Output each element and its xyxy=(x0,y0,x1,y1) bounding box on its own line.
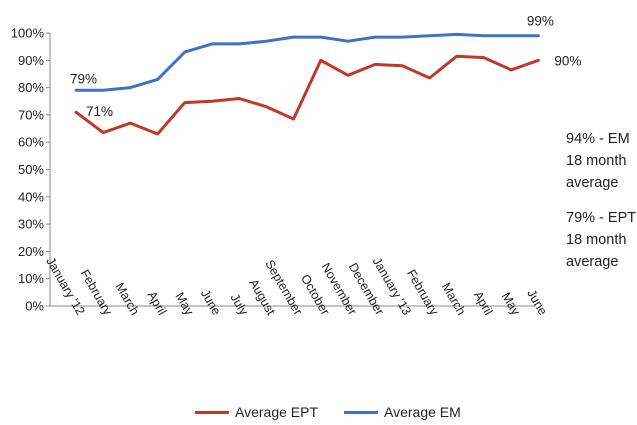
x-tick-label: May xyxy=(172,290,196,318)
y-tick-label: 50% xyxy=(18,162,44,177)
ept-average-note: 79% - EPT 18 month average xyxy=(566,210,637,270)
chart-legend: Average EPT Average EM xyxy=(195,404,461,420)
legend-swatch-em xyxy=(344,410,379,414)
y-tick-label: 20% xyxy=(18,244,44,259)
x-tick-label: June xyxy=(524,287,550,318)
legend-item-ept: Average EPT xyxy=(195,404,318,420)
x-tick-label: April xyxy=(471,289,496,318)
x-tick-label: July xyxy=(227,291,251,318)
y-tick-label: 90% xyxy=(18,53,44,68)
series-line-ept xyxy=(74,54,540,136)
x-tick-label: April xyxy=(144,289,169,318)
y-tick-label: 70% xyxy=(18,107,44,122)
y-tick-label: 30% xyxy=(18,217,44,232)
legend-label-ept: Average EPT xyxy=(235,404,319,420)
x-tick-label: June xyxy=(198,287,224,318)
data-labels: 79% 71% 99% 90% xyxy=(70,14,581,119)
data-label: 90% xyxy=(554,53,581,68)
series-line-em xyxy=(74,32,540,92)
y-tick-label: 10% xyxy=(18,271,44,286)
legend-swatch-ept xyxy=(195,410,229,414)
y-tick-label: 0% xyxy=(25,299,44,314)
y-tick-label: 40% xyxy=(18,189,44,204)
em-average-note: 94% - EM 18 month average xyxy=(566,131,630,191)
x-tick-label: March xyxy=(112,280,142,317)
data-label: 99% xyxy=(527,14,554,29)
legend-label-em: Average EM xyxy=(384,404,461,420)
x-tick-label: May xyxy=(499,290,523,318)
data-label: 79% xyxy=(70,71,97,86)
y-tick-label: 80% xyxy=(18,80,44,95)
x-tick-label: March xyxy=(439,280,469,317)
data-label: 71% xyxy=(86,104,113,119)
y-tick-label: 60% xyxy=(18,135,44,150)
y-axis-ticks: 0% 10% 20% 30% 40% 50% 60% 70% 80% 90% 100% xyxy=(11,26,50,314)
legend-item-em: Average EM xyxy=(344,404,461,420)
y-tick-label: 100% xyxy=(11,26,45,41)
series-lines xyxy=(74,32,540,136)
